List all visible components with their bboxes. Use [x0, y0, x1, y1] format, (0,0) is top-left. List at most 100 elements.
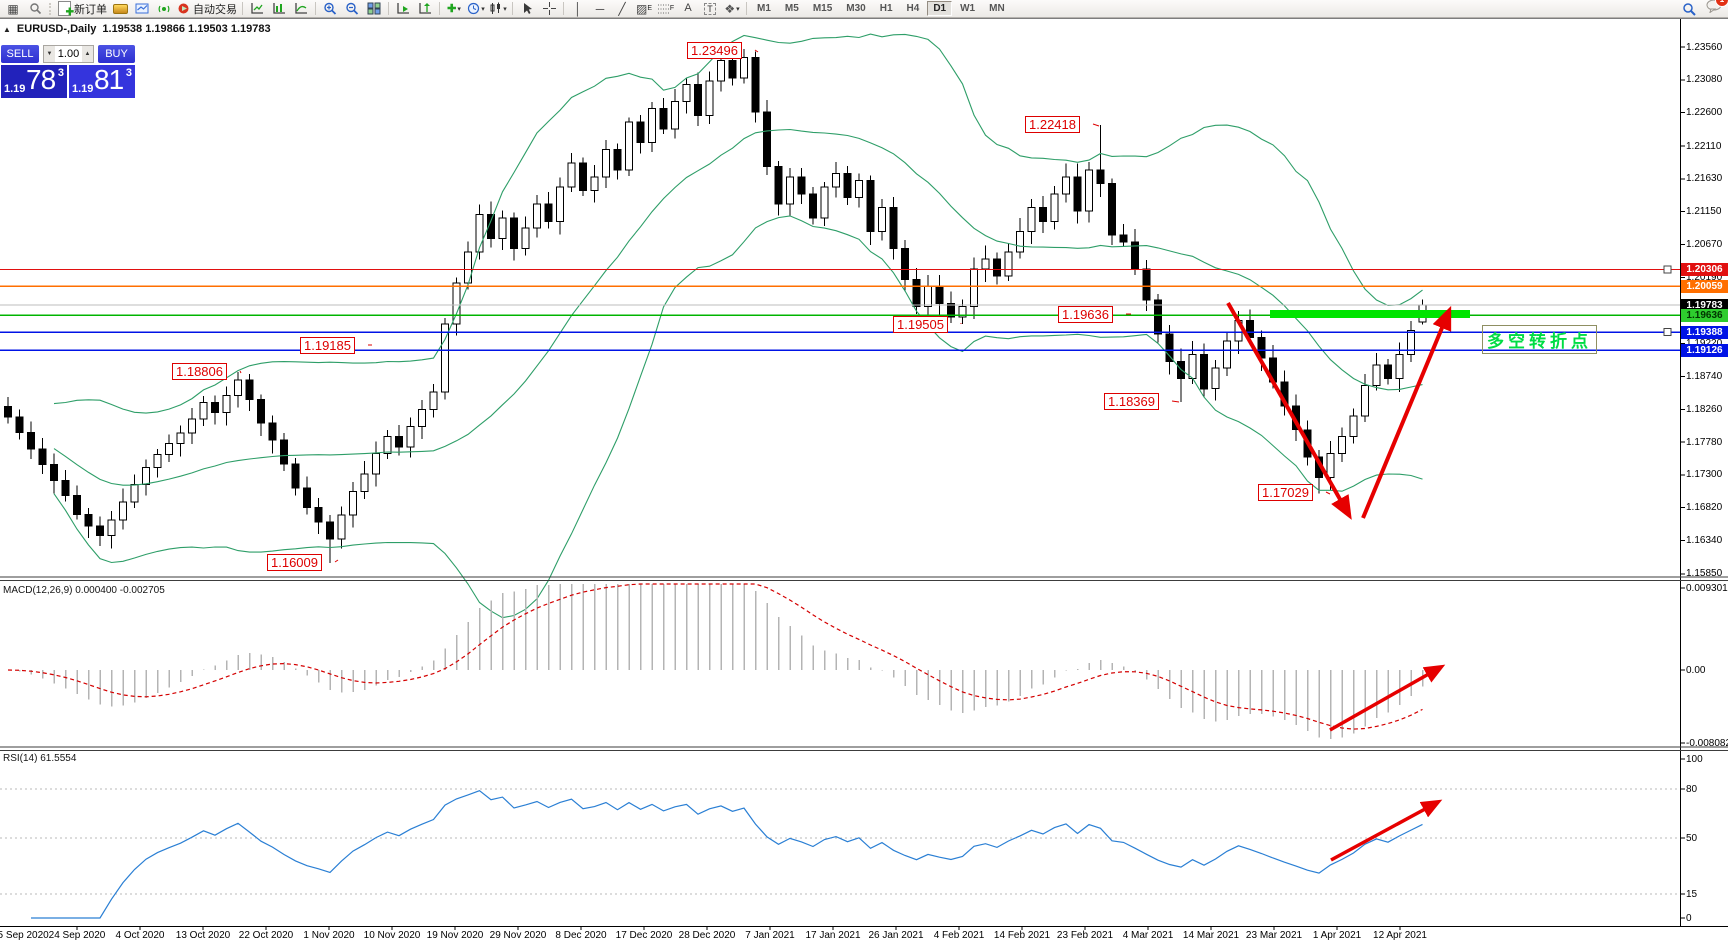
- crosshair-tool[interactable]: [538, 1, 560, 17]
- add-indicator-button[interactable]: ✚ ▾: [447, 3, 461, 15]
- buy-button[interactable]: BUY: [98, 45, 135, 63]
- market-watch-icon[interactable]: [24, 1, 46, 17]
- rsi-axis-tick: 100: [1686, 753, 1703, 765]
- date-label: 17 Dec 2020: [615, 930, 673, 941]
- one-click-trading-widget: SELL ▼ 1.00 ▲ BUY 1.19 78 3 1.19 81 3: [1, 45, 135, 98]
- tile-windows-icon[interactable]: [363, 1, 385, 17]
- shapes-tool[interactable]: ❖ ▾: [724, 1, 740, 16]
- zoom-in-icon[interactable]: [319, 1, 341, 17]
- candle: [1073, 163, 1082, 224]
- signal-icon[interactable]: [153, 1, 175, 17]
- charts-window-icon[interactable]: ▦: [7, 1, 19, 16]
- timeframe-m30[interactable]: M30: [846, 3, 866, 14]
- date-label: 8 Dec 2020: [555, 930, 607, 941]
- date-label: 14 Feb 2021: [993, 930, 1051, 941]
- hline-handle[interactable]: [1663, 265, 1672, 274]
- chart-shift-icon[interactable]: [414, 1, 436, 17]
- price-badge: 1.19783: [1681, 298, 1728, 312]
- price-annotation-label[interactable]: 1.17029: [1258, 484, 1313, 501]
- autoscroll-icon[interactable]: [392, 1, 414, 17]
- publish-chart-icon[interactable]: [131, 1, 153, 17]
- rsi-arrow-up[interactable]: [1330, 799, 1443, 862]
- candle: [1108, 178, 1116, 246]
- candle: [774, 161, 783, 216]
- candle: [395, 425, 403, 456]
- candle: [4, 396, 12, 424]
- cursor-tool[interactable]: [516, 1, 538, 17]
- chart-type-button[interactable]: ▾: [487, 1, 509, 17]
- chart-canvas[interactable]: [0, 19, 1728, 941]
- auto-trading-button[interactable]: 自动交易: [175, 1, 239, 17]
- candle: [337, 506, 346, 549]
- price-annotation-label[interactable]: 1.18806: [172, 363, 227, 380]
- timeframe-h4[interactable]: H4: [906, 3, 920, 14]
- timeframe-m5[interactable]: M5: [784, 3, 799, 14]
- date-label: 4 Feb 2021: [933, 930, 985, 941]
- candle: [314, 498, 323, 535]
- volume-up-button[interactable]: ▲: [82, 46, 93, 62]
- macd-axis-tick: -0.008082: [1686, 737, 1728, 749]
- hline-tool[interactable]: ─: [595, 1, 605, 16]
- candle: [682, 78, 691, 114]
- cursor-icon: [523, 3, 532, 14]
- bollinger-lower: [53, 215, 1423, 619]
- timeframe-mn[interactable]: MN: [989, 3, 1005, 14]
- price-annotation-label[interactable]: 1.16009: [267, 554, 322, 571]
- deposit-gold-icon[interactable]: [109, 1, 131, 17]
- channel-tool[interactable]: ▨ E: [635, 1, 652, 16]
- price-annotation-label[interactable]: 1.18369: [1104, 393, 1159, 410]
- price-annotation-label[interactable]: 1.19185: [300, 337, 355, 354]
- candle: [1223, 332, 1231, 376]
- bull-bear-turning-point-note[interactable]: 多空转折点: [1482, 325, 1597, 354]
- date-label: 15 Sep 2020: [0, 930, 49, 941]
- buy-price-panel[interactable]: 1.19 81 3: [69, 64, 135, 98]
- candle: [222, 386, 231, 426]
- price-annotation-label[interactable]: 1.19505: [893, 316, 948, 333]
- candle: [429, 383, 438, 418]
- vline-tool[interactable]: │: [574, 1, 582, 16]
- timeframe-w1[interactable]: W1: [960, 3, 976, 14]
- text-tool[interactable]: A: [684, 2, 692, 14]
- macd-arrow-up[interactable]: [1329, 664, 1446, 732]
- search-icon[interactable]: [1678, 1, 1700, 17]
- indicator-list-icon[interactable]: [246, 1, 268, 17]
- resistance-highlight-zone[interactable]: [1270, 310, 1470, 318]
- volume-down-button[interactable]: ▼: [44, 46, 55, 62]
- annotation-connector: [1171, 400, 1180, 403]
- timeframe-d1[interactable]: D1: [927, 1, 953, 16]
- trend-arrow-up[interactable]: [1361, 305, 1452, 519]
- candle: [659, 98, 668, 135]
- hline-handle[interactable]: [1663, 328, 1672, 337]
- price-annotation-label[interactable]: 1.22418: [1025, 116, 1080, 133]
- sell-price-panel[interactable]: 1.19 78 3: [1, 64, 67, 98]
- period-selector-button[interactable]: ▾: [465, 1, 487, 17]
- candle: [61, 470, 70, 502]
- fibonacci-tool[interactable]: F: [655, 1, 677, 17]
- price-tick: 1.18740: [1686, 370, 1723, 382]
- text-label-tool[interactable]: T: [699, 1, 721, 17]
- rsi-axis-tick: 15: [1686, 888, 1698, 900]
- candle: [993, 252, 1001, 285]
- chart-layers: [0, 19, 1728, 930]
- volume-value[interactable]: 1.00: [57, 48, 80, 60]
- chat-button[interactable]: 1: [1706, 0, 1728, 18]
- timeframe-h1[interactable]: H1: [879, 3, 893, 14]
- price-annotation-label[interactable]: 1.23496: [687, 42, 742, 59]
- timeframe-m1[interactable]: M1: [757, 3, 771, 14]
- price-annotation-label[interactable]: 1.19636: [1058, 306, 1113, 323]
- candle: [372, 441, 380, 487]
- toolbar-grip: [49, 2, 53, 15]
- candle: [96, 516, 104, 546]
- new-order-button[interactable]: ✚ 新订单: [56, 1, 109, 18]
- candle: [176, 425, 185, 457]
- zoom-out-icon[interactable]: [341, 1, 363, 17]
- period-chart-icon[interactable]: [290, 1, 312, 17]
- sell-button[interactable]: SELL: [1, 45, 39, 63]
- trend-arrow-down[interactable]: [1226, 302, 1352, 520]
- timeframe-m15[interactable]: M15: [812, 3, 833, 14]
- indicator-window-icon[interactable]: [268, 1, 290, 17]
- candle: [1027, 198, 1036, 244]
- timeframe-group: M1 M5 M15 M30 H1 H4 D1 W1 MN: [750, 1, 1012, 16]
- candle: [234, 371, 242, 408]
- trendline-tool[interactable]: ╱: [618, 1, 626, 16]
